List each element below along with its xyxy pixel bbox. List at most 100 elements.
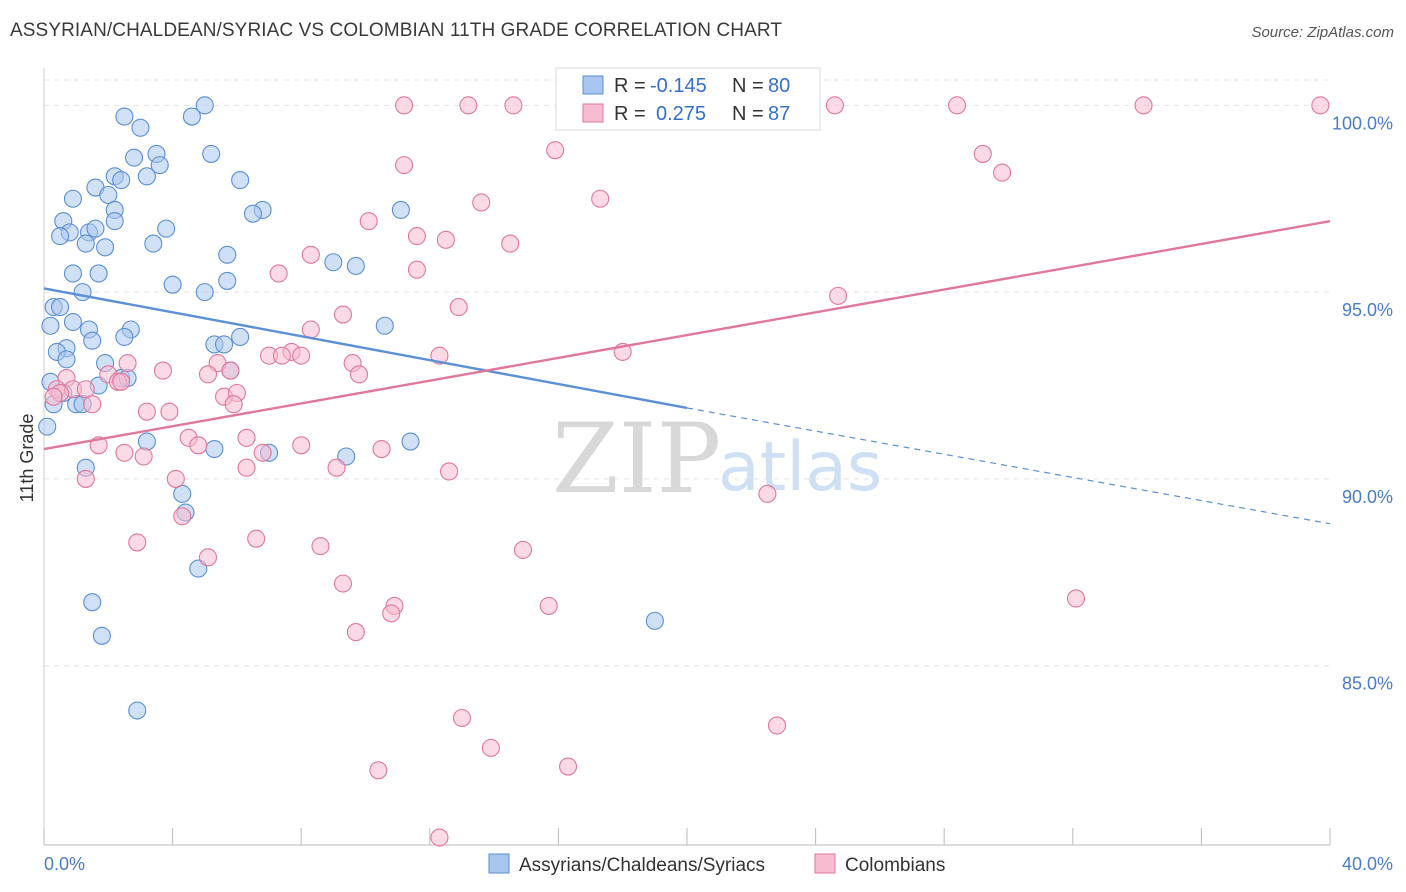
- legend-r-value-1: 0.275: [656, 103, 706, 125]
- legend-swatch-colombians: [582, 103, 604, 123]
- point-1-25: [430, 346, 449, 365]
- point-1-33: [153, 361, 173, 380]
- point-1-43: [76, 380, 95, 399]
- point-1-22: [333, 305, 353, 324]
- point-0-3: [131, 118, 150, 137]
- point-1-10: [993, 163, 1012, 182]
- point-0-74: [645, 611, 664, 630]
- point-0-47: [83, 331, 102, 350]
- point-1-9: [395, 156, 414, 175]
- y-tick-label-0: 100.0%: [1332, 113, 1393, 133]
- point-1-74: [1066, 589, 1086, 608]
- point-0-28: [144, 234, 163, 253]
- point-0-17: [391, 200, 410, 220]
- point-1-21: [449, 298, 468, 317]
- point-0-24: [157, 219, 176, 238]
- point-0-76: [128, 701, 147, 720]
- point-0-39: [51, 298, 70, 317]
- point-0-73: [83, 593, 102, 612]
- point-0-34: [163, 275, 182, 294]
- watermark: ZIP atlas: [552, 403, 882, 515]
- x-tick-label-1: 40.0%: [1342, 854, 1393, 874]
- point-1-34: [221, 361, 240, 380]
- point-0-33: [89, 264, 108, 283]
- point-0-42: [375, 316, 394, 335]
- point-1-50: [137, 402, 156, 421]
- point-1-51: [160, 402, 179, 421]
- legend-n-label-1: N =: [732, 103, 764, 125]
- point-1-64: [166, 469, 185, 488]
- point-1-66: [758, 484, 777, 503]
- point-1-4: [948, 96, 967, 115]
- point-1-81: [481, 738, 500, 757]
- point-1-0: [395, 96, 414, 115]
- point-1-67: [173, 507, 192, 526]
- point-1-15: [436, 230, 455, 249]
- point-0-31: [346, 256, 365, 276]
- point-1-63: [440, 462, 459, 481]
- x-tick-labels: 0.0% 40.0%: [44, 854, 1393, 874]
- point-1-47: [44, 387, 63, 406]
- point-0-40: [63, 312, 82, 332]
- point-0-2: [195, 96, 214, 115]
- y-tick-label-2: 90.0%: [1342, 487, 1393, 507]
- point-0-64: [137, 432, 156, 451]
- point-1-13: [359, 212, 378, 231]
- point-0-7: [150, 156, 169, 175]
- point-1-6: [1311, 96, 1330, 115]
- point-1-76: [539, 596, 558, 615]
- point-1-48: [224, 395, 243, 414]
- point-1-57: [372, 439, 391, 459]
- point-0-10: [112, 171, 131, 190]
- trend-lines: [43, 219, 1331, 525]
- point-1-68: [247, 529, 266, 548]
- point-0-29: [218, 245, 237, 264]
- point-0-66: [205, 439, 224, 459]
- point-1-7: [546, 141, 565, 160]
- point-1-40: [112, 372, 131, 391]
- point-1-8: [973, 144, 992, 163]
- legend-swatch-assyrians: [582, 75, 604, 95]
- point-0-27: [96, 238, 115, 257]
- point-0-75: [92, 626, 111, 645]
- legend-n-value-1: 87: [768, 103, 790, 125]
- point-1-78: [346, 623, 365, 642]
- x-tick-label-0: 0.0%: [44, 854, 85, 874]
- legend-r-value-0: -0.145: [650, 75, 707, 97]
- point-1-16: [501, 234, 520, 253]
- series-legend-swatch-assyrians: [488, 853, 510, 874]
- series-legend-swatch-colombians: [814, 853, 836, 874]
- watermark-zip: ZIP: [552, 403, 721, 515]
- series-colombians-points: [44, 96, 1330, 847]
- y-tick-label-1: 95.0%: [1342, 300, 1393, 320]
- point-1-11: [591, 189, 610, 208]
- point-1-53: [237, 428, 256, 447]
- point-1-29: [292, 346, 311, 365]
- legend: R = -0.145 N = 80 R = 0.275 N = 87: [555, 67, 821, 131]
- point-0-52: [57, 350, 76, 369]
- point-1-73: [333, 574, 353, 593]
- point-1-62: [327, 458, 346, 477]
- point-1-36: [198, 365, 218, 384]
- point-1-19: [269, 264, 288, 283]
- point-1-2: [504, 96, 523, 115]
- point-1-20: [829, 286, 848, 305]
- y-tick-label-3: 85.0%: [1342, 674, 1393, 694]
- point-1-18: [407, 260, 426, 279]
- point-0-63: [38, 417, 57, 436]
- series-legend-label-assyrians: Assyrians/Chaldeans/Syriacs: [519, 855, 765, 876]
- trend-line-0: [43, 287, 688, 410]
- point-0-49: [214, 335, 234, 354]
- trend-line-1: [43, 219, 1331, 451]
- point-1-72: [198, 548, 218, 567]
- series-legend-label-colombians: Colombians: [845, 855, 945, 876]
- point-0-13: [99, 185, 118, 205]
- point-1-32: [118, 354, 137, 373]
- point-0-1: [182, 107, 201, 126]
- point-1-54: [292, 436, 311, 455]
- point-1-77: [382, 604, 401, 623]
- x-tick-marks: [43, 828, 1331, 845]
- point-1-28: [272, 346, 291, 365]
- point-1-49: [83, 395, 102, 414]
- chart-source: Source: ZipAtlas.com: [1251, 24, 1394, 41]
